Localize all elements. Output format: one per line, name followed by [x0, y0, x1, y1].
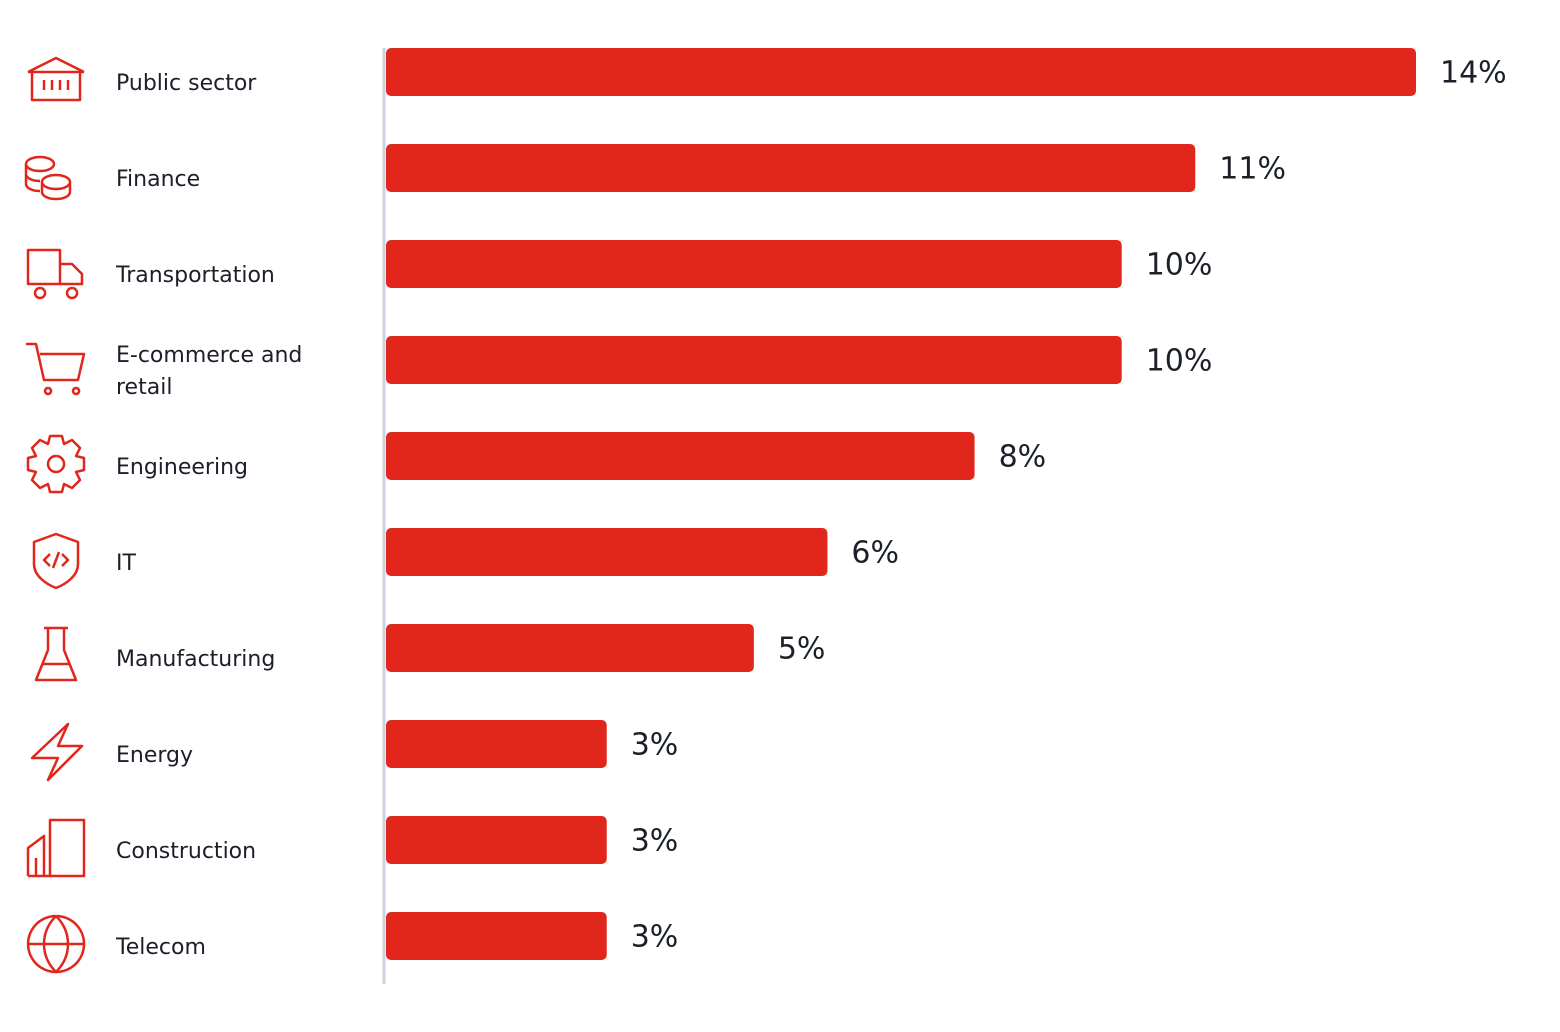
- bar: [386, 336, 1122, 384]
- icon-shape: [30, 722, 84, 782]
- value-label: 8%: [999, 440, 1047, 475]
- category-icon: [26, 248, 84, 300]
- bar: [386, 912, 607, 960]
- category-label: Telecom: [116, 935, 206, 960]
- value-label: 3%: [631, 824, 679, 859]
- category-icon: [26, 914, 86, 974]
- value-label: 3%: [631, 920, 679, 955]
- bar: [386, 528, 828, 576]
- category-icon: [27, 56, 85, 102]
- icon-shape: [26, 342, 86, 396]
- category-icon: [26, 342, 86, 396]
- icon-shape: [34, 626, 78, 682]
- category-label: IT: [116, 551, 136, 576]
- icon-shape: [26, 914, 86, 974]
- category-label: Construction: [116, 839, 257, 864]
- category-label: Manufacturing: [116, 647, 276, 672]
- icon-shape: [26, 248, 84, 300]
- icon-shape: [32, 532, 80, 590]
- icon-shape: [26, 818, 86, 878]
- bar: [386, 816, 607, 864]
- value-label: 10%: [1146, 344, 1213, 379]
- value-label: 10%: [1146, 248, 1213, 283]
- bar: [386, 720, 607, 768]
- category-label: Transportation: [116, 263, 275, 288]
- category-icon: [26, 434, 86, 494]
- value-label: 6%: [851, 536, 899, 571]
- category-label: Finance: [116, 167, 201, 192]
- bar: [386, 240, 1122, 288]
- bar: [386, 144, 1196, 192]
- bar: [386, 432, 975, 480]
- category-icon: [26, 818, 86, 878]
- value-label: 5%: [778, 632, 826, 667]
- value-label: 11%: [1219, 152, 1286, 187]
- icon-shape: [26, 434, 86, 494]
- category-icon: [30, 722, 84, 782]
- category-icon: [32, 532, 80, 590]
- icon-shape: [27, 56, 85, 102]
- value-label: 3%: [631, 728, 679, 763]
- category-label: Energy: [116, 743, 194, 768]
- category-label: E-commerce and retail: [116, 343, 303, 400]
- category-label: Public sector: [116, 71, 257, 96]
- bar: [386, 624, 754, 672]
- bar: [386, 48, 1416, 96]
- category-label: Engineering: [116, 455, 248, 480]
- category-icon: [24, 155, 72, 201]
- category-icon: [34, 626, 78, 682]
- value-label: 14%: [1440, 56, 1507, 91]
- icon-shape: [24, 155, 72, 201]
